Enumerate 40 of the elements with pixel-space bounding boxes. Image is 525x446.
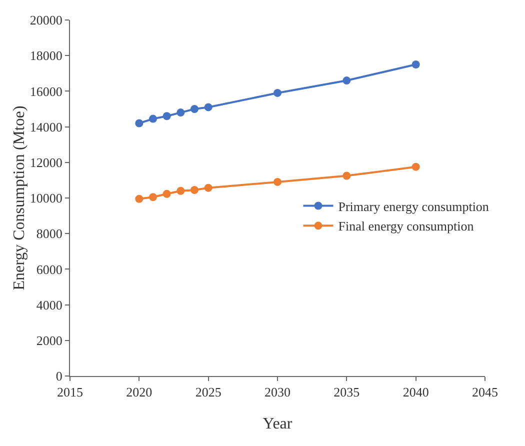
y-tick-label: 20000 bbox=[30, 12, 62, 28]
legend-label: Final energy consumption bbox=[338, 218, 474, 234]
y-tick-label: 10000 bbox=[30, 190, 62, 206]
point bbox=[149, 193, 157, 202]
point bbox=[176, 108, 185, 117]
x-axis-title: Year bbox=[262, 415, 293, 432]
point bbox=[412, 162, 420, 171]
y-tick-label: 14000 bbox=[30, 119, 62, 134]
x-tick-label: 2035 bbox=[334, 384, 360, 400]
x-tick-label: 2025 bbox=[195, 384, 222, 400]
x-tick-label: 2015 bbox=[57, 384, 83, 400]
point bbox=[135, 119, 144, 128]
y-tick-label: 16000 bbox=[30, 84, 62, 99]
x-tick-label: 2040 bbox=[402, 384, 429, 400]
y-tick-label: 0 bbox=[56, 368, 62, 384]
point bbox=[342, 172, 351, 180]
legend-label: Primary energy consumption bbox=[338, 198, 490, 214]
point bbox=[176, 186, 185, 195]
point bbox=[135, 194, 144, 203]
x-tick-label: 2020 bbox=[126, 384, 152, 400]
y-tick-label: 2000 bbox=[36, 332, 62, 348]
point bbox=[412, 60, 420, 68]
point bbox=[342, 76, 351, 85]
y-tick-label: 18000 bbox=[30, 48, 62, 64]
point bbox=[162, 190, 171, 198]
point bbox=[274, 88, 282, 97]
point bbox=[190, 186, 198, 194]
point bbox=[190, 105, 198, 113]
x-tick-label: 2030 bbox=[264, 384, 290, 400]
point bbox=[204, 103, 212, 112]
y-tick-label: 4000 bbox=[36, 297, 62, 312]
point bbox=[149, 114, 157, 123]
y-tick-label: 12000 bbox=[30, 154, 62, 170]
point bbox=[162, 112, 171, 120]
y-tick-label: 6000 bbox=[36, 262, 62, 277]
point bbox=[274, 178, 282, 186]
y-tick-label: 8000 bbox=[36, 226, 62, 242]
y-axis-title: Energy Consumption (Mtoe) bbox=[10, 106, 28, 290]
x-tick-label: 2045 bbox=[472, 384, 498, 400]
point bbox=[204, 184, 212, 192]
